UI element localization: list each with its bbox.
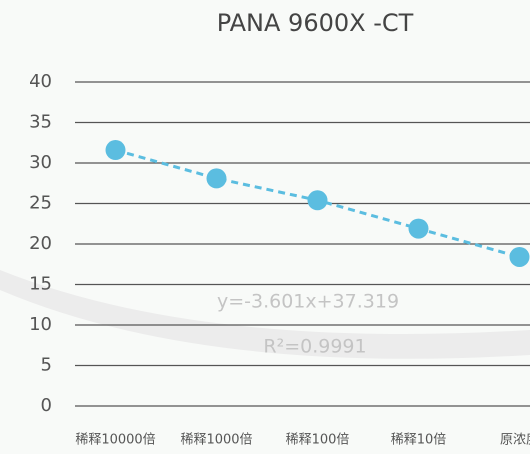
annotation: y=-3.601x+37.319 — [217, 291, 399, 313]
data-point — [307, 190, 328, 211]
x-tick-label: 稀释10倍 — [391, 433, 447, 448]
x-tick-label: 原浓度 — [500, 432, 530, 448]
data-point — [206, 168, 227, 189]
data-point — [105, 140, 126, 161]
y-tick-label: 10 — [29, 314, 52, 335]
chart-title: PANA 9600X -CT — [217, 9, 414, 37]
x-tick-label: 稀释100倍 — [286, 433, 350, 448]
y-tick-label: 0 — [41, 395, 52, 416]
y-tick-label: 20 — [29, 233, 52, 254]
y-tick-label: 35 — [29, 112, 52, 133]
y-tick-label: 30 — [29, 152, 52, 173]
y-tick-label: 5 — [41, 355, 52, 376]
data-point — [408, 218, 429, 239]
x-tick-label: 稀释10000倍 — [75, 433, 155, 448]
data-point — [509, 246, 530, 267]
background-swoosh — [0, 270, 530, 359]
y-tick-label: 15 — [29, 274, 52, 295]
y-tick-label: 40 — [29, 71, 52, 92]
annotation: R²=0.9991 — [263, 336, 366, 358]
y-tick-label: 25 — [29, 193, 52, 214]
x-tick-label: 稀释1000倍 — [180, 433, 252, 448]
